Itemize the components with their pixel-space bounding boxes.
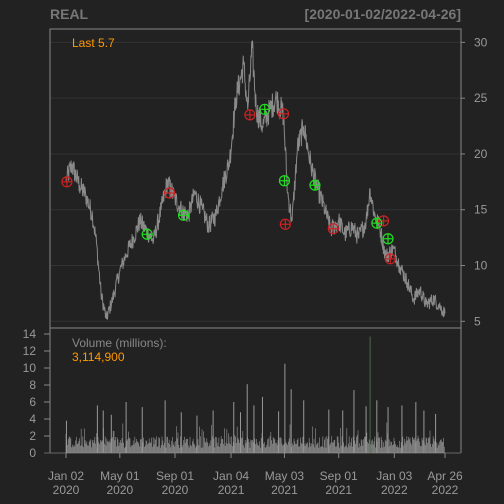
x-tick-label-line2: 2020 — [53, 483, 80, 497]
x-tick-label-line2: 2022 — [432, 483, 459, 497]
x-tick-label-line1: Sep 01 — [156, 469, 194, 483]
volume-last-value: 3,114,900 — [72, 350, 125, 364]
sell-signal-marker — [384, 253, 396, 265]
x-tick-label-line2: 2020 — [162, 483, 189, 497]
buy-signal-marker — [278, 175, 291, 187]
x-tick-label-line1: Jan 04 — [213, 469, 249, 483]
buy-signal-marker — [259, 103, 271, 115]
x-tick-label-line2: 2020 — [106, 483, 133, 497]
buy-signal-marker — [371, 217, 383, 229]
price-y-tick-label: 20 — [474, 147, 488, 161]
x-tick-label-line1: May 03 — [265, 469, 305, 483]
x-tick-label-line2: 2021 — [218, 483, 245, 497]
price-y-tick-label: 10 — [474, 259, 488, 273]
last-price-label: Last 5.7 — [72, 36, 115, 50]
volume-label: Volume (millions): — [72, 336, 167, 350]
x-tick-label-line2: 2022 — [381, 483, 408, 497]
sell-signal-marker — [277, 108, 290, 120]
x-tick-label-line1: Jan 02 — [48, 469, 84, 483]
signal-markers — [61, 103, 396, 265]
x-tick-label-line1: Jan 03 — [376, 469, 412, 483]
x-tick-label-line1: Sep 01 — [320, 469, 358, 483]
price-y-tick-label: 25 — [474, 91, 488, 105]
x-tick-label-line2: 2021 — [325, 483, 352, 497]
volume-y-tick-label: 0 — [29, 446, 36, 460]
sell-signal-marker — [327, 223, 339, 235]
volume-y-tick-label: 12 — [23, 344, 37, 358]
buy-signal-marker — [309, 179, 321, 191]
x-tick-label-line2: 2021 — [271, 483, 298, 497]
price-series-line — [65, 40, 446, 320]
chart-date-range: [2020-01-02/2022-04-26] — [305, 6, 461, 22]
sell-signal-marker — [61, 176, 73, 188]
volume-y-tick-label: 6 — [29, 395, 36, 409]
buy-signal-marker — [382, 233, 394, 245]
price-y-tick-label: 5 — [474, 314, 481, 328]
volume-y-axis: 0 2 4 6 8 10 12 14 — [23, 327, 50, 460]
x-tick-label-line1: May 01 — [100, 469, 140, 483]
volume-y-tick-label: 8 — [29, 378, 36, 392]
price-y-tick-label: 15 — [474, 203, 488, 217]
volume-y-tick-label: 10 — [23, 361, 37, 375]
volume-y-tick-label: 2 — [29, 429, 36, 443]
volume-bars — [65, 336, 445, 453]
sell-signal-marker — [377, 215, 390, 227]
sell-signal-marker — [244, 109, 256, 121]
chart-symbol: REAL — [50, 6, 89, 22]
buy-signal-marker — [141, 228, 153, 240]
x-tick-label-line1: Apr 26 — [427, 469, 463, 483]
volume-y-tick-label: 4 — [29, 412, 36, 426]
price-panel-frame — [49, 28, 462, 329]
buy-signal-marker — [177, 209, 190, 221]
sell-signal-marker — [164, 187, 176, 199]
price-y-axis: 5 10 15 20 25 30 — [461, 35, 488, 328]
sell-signal-marker — [279, 218, 291, 230]
volume-y-tick-label: 14 — [23, 327, 37, 341]
price-y-tick-label: 30 — [474, 35, 488, 49]
